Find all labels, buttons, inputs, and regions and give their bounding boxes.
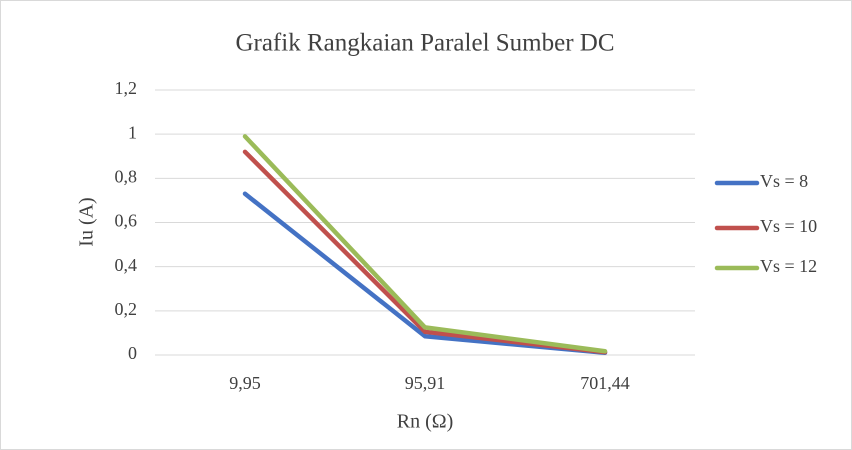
x-tick-label: 9,95	[229, 373, 261, 393]
y-tick-label: 0,8	[115, 166, 138, 186]
y-tick-label: 0	[128, 343, 137, 363]
x-tick-label: 701,44	[580, 373, 630, 393]
series-line	[242, 134, 608, 354]
chart-title: Grafik Rangkaian Paralel Sumber DC	[235, 30, 614, 57]
y-tick-label: 1	[128, 122, 137, 142]
legend-label: Vs = 8	[760, 171, 808, 191]
y-axis-label: Iu (A)	[76, 197, 98, 246]
y-tick-label: 0,2	[115, 299, 138, 319]
legend-label: Vs = 10	[760, 216, 817, 236]
y-tick-label: 0,6	[115, 211, 138, 231]
x-tick-label: 95,91	[405, 373, 446, 393]
legend-label: Vs = 12	[760, 256, 817, 276]
y-tick-label: 0,4	[115, 255, 138, 275]
y-tick-label: 1,2	[115, 78, 138, 98]
x-axis-label: Rn (Ω)	[397, 411, 454, 433]
